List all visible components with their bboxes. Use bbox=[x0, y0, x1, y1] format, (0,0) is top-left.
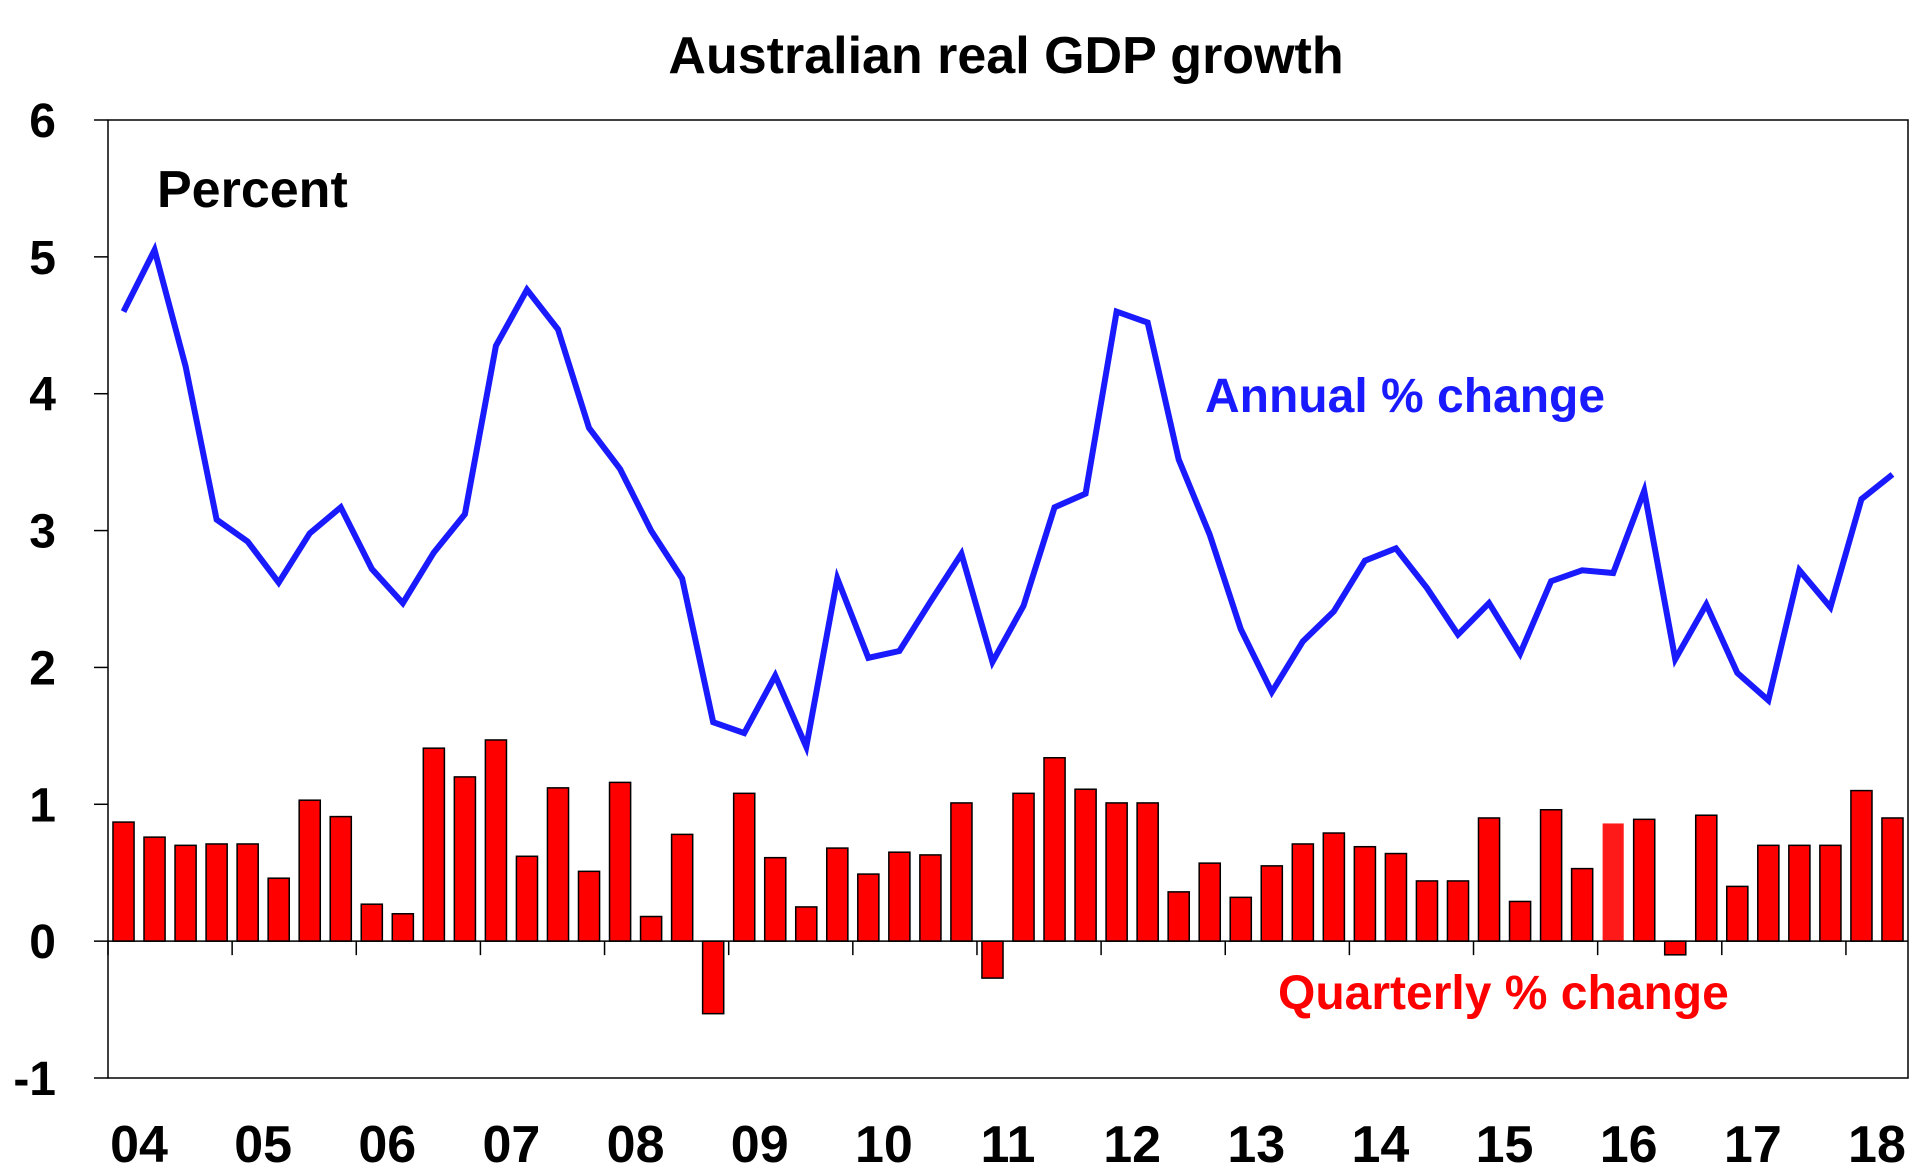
x-tick-label: 18 bbox=[1848, 1116, 1906, 1169]
quarterly-bar bbox=[857, 873, 880, 942]
quarterly-bar bbox=[763, 856, 787, 942]
quarterly-bar bbox=[670, 833, 694, 942]
quarterly-bar bbox=[1291, 843, 1315, 942]
x-tick-labels: 04 05 06 07 08 09 10 11 12 13 14 15 16 17 18 bbox=[110, 1116, 1906, 1169]
chart-title: Australian real GDP growth bbox=[668, 27, 1343, 85]
x-tick-label: 17 bbox=[1724, 1116, 1782, 1169]
quarterly-bar bbox=[1012, 792, 1035, 942]
quarterly-bar bbox=[981, 940, 1004, 979]
y-tick-label: 0 bbox=[29, 916, 56, 969]
x-tick-label: 07 bbox=[483, 1116, 541, 1169]
quarterly-bar bbox=[298, 799, 322, 942]
quarterly-bar bbox=[1446, 880, 1470, 942]
quarterly-bar bbox=[1881, 817, 1904, 942]
quarterly-series-label: Quarterly % change bbox=[1278, 967, 1729, 1020]
quarterly-bar bbox=[1663, 940, 1687, 956]
x-tick-label: 15 bbox=[1476, 1116, 1534, 1169]
axes bbox=[94, 119, 1909, 1079]
quarterly-bar bbox=[732, 792, 756, 942]
quarterly-bar bbox=[453, 776, 477, 942]
x-tick-label: 11 bbox=[981, 1116, 1036, 1169]
x-tick-label: 05 bbox=[234, 1116, 292, 1169]
y-tick-label: 1 bbox=[29, 779, 56, 832]
quarterly-bar bbox=[174, 844, 197, 942]
quarterly-bar bbox=[701, 940, 725, 1015]
quarterly-bar bbox=[1757, 844, 1780, 942]
quarterly-bar bbox=[1694, 814, 1718, 942]
quarterly-bar bbox=[1415, 880, 1439, 942]
quarterly-bar bbox=[1477, 817, 1501, 942]
quarterly-bar bbox=[1136, 802, 1159, 942]
x-tick-label: 08 bbox=[607, 1116, 665, 1169]
annual-series-label: Annual % change bbox=[1205, 370, 1605, 423]
quarterly-bar bbox=[1602, 823, 1624, 942]
quarterly-bar bbox=[143, 836, 166, 942]
quarterly-bar bbox=[1508, 900, 1532, 942]
x-tick-label: 04 bbox=[110, 1116, 168, 1169]
y-tick-label: 6 bbox=[29, 95, 56, 148]
quarterly-bar bbox=[1322, 832, 1346, 942]
quarterly-bar bbox=[1819, 844, 1842, 942]
quarterly-bar bbox=[1632, 818, 1656, 942]
y-tick-label: 5 bbox=[29, 232, 56, 285]
quarterly-bar bbox=[608, 781, 632, 942]
quarterly-bar bbox=[1167, 891, 1190, 942]
y-tick-label: -1 bbox=[13, 1053, 56, 1106]
plot-frame bbox=[107, 119, 1909, 1079]
quarterly-bar bbox=[1074, 788, 1097, 942]
x-tick-label: 10 bbox=[855, 1116, 913, 1169]
quarterly-bar bbox=[888, 851, 911, 942]
quarterly-bar bbox=[484, 739, 508, 942]
quarterly-bar bbox=[639, 915, 663, 942]
y-tick-label: 2 bbox=[29, 642, 56, 695]
quarterly-bar bbox=[1539, 809, 1563, 942]
quarterly-bar bbox=[546, 787, 570, 942]
quarterly-bar bbox=[919, 854, 942, 942]
y-axis-unit-label: Percent bbox=[157, 161, 348, 219]
quarterly-bar bbox=[515, 855, 539, 942]
quarterly-bar bbox=[236, 843, 259, 942]
quarterly-bar bbox=[1198, 862, 1222, 942]
x-tick-label: 16 bbox=[1600, 1116, 1658, 1169]
quarterly-bar bbox=[329, 815, 353, 942]
x-tick-label: 06 bbox=[358, 1116, 416, 1169]
quarterly-bar bbox=[360, 903, 384, 942]
x-tick-label: 12 bbox=[1103, 1116, 1161, 1169]
quarterly-bar bbox=[794, 906, 818, 942]
x-tick-label: 09 bbox=[731, 1116, 789, 1169]
y-tick-label: 3 bbox=[29, 506, 56, 559]
quarterly-bar bbox=[1229, 896, 1253, 942]
quarterly-bar bbox=[1726, 885, 1749, 942]
y-tick-label: 4 bbox=[29, 369, 56, 422]
quarterly-bar bbox=[1384, 852, 1408, 942]
quarterly-bar bbox=[1570, 867, 1594, 942]
y-tick-labels: 6 5 4 3 2 1 0 -1 bbox=[13, 95, 56, 1106]
quarterly-bar bbox=[422, 747, 446, 942]
quarterly-bar bbox=[577, 870, 601, 942]
quarterly-bar bbox=[1043, 757, 1066, 942]
quarterly-bar bbox=[267, 877, 290, 942]
quarterly-bar bbox=[1353, 845, 1377, 942]
quarterly-bar bbox=[1850, 789, 1873, 942]
x-tick-label: 14 bbox=[1351, 1116, 1409, 1169]
annual-line-layer bbox=[120, 241, 1895, 758]
annual-change-line bbox=[120, 241, 1895, 758]
quarterly-bar bbox=[1788, 844, 1811, 942]
x-tick-label: 13 bbox=[1227, 1116, 1285, 1169]
quarterly-bar bbox=[1105, 802, 1128, 942]
quarterly-bar bbox=[391, 913, 415, 942]
quarterly-bar bbox=[205, 843, 228, 942]
quarterly-bar bbox=[826, 847, 849, 942]
quarterly-bar bbox=[112, 821, 135, 942]
quarterly-bar bbox=[950, 802, 973, 942]
quarterly-bar bbox=[1260, 865, 1284, 942]
